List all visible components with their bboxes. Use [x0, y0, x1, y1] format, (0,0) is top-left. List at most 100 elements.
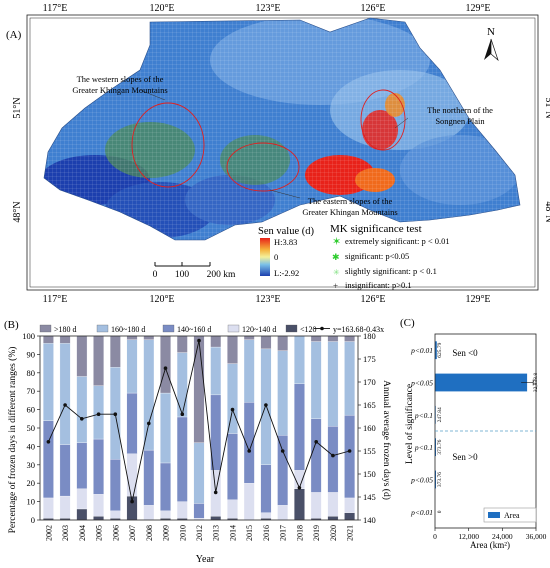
- legend-label: 160~180 d: [111, 325, 145, 334]
- line-point: [46, 440, 51, 444]
- x-tick-label: 2004: [78, 525, 87, 541]
- x-tick-label: 2019: [312, 525, 321, 541]
- bar-segment: [243, 483, 255, 521]
- bar-segment: [176, 335, 188, 353]
- y-tick-label: 50: [27, 423, 36, 433]
- y2-tick-label: 155: [363, 446, 376, 456]
- annotation-western-2: Greater Khingan Mountains: [72, 85, 167, 95]
- bar-segment: [310, 341, 322, 419]
- area-bar: [435, 341, 437, 360]
- legend-label: 140~160 d: [177, 325, 211, 334]
- y2-axis-label: Annual average frozen days (d): [381, 380, 392, 500]
- north-arrow-icon: N: [484, 26, 499, 62]
- mk-item: significant: p<0.05: [345, 251, 409, 261]
- eastern-slopes-circle: [226, 142, 300, 192]
- sen-legend-high: H:3.83: [274, 237, 297, 247]
- bar-segment: [126, 392, 138, 454]
- y-tick-label: 90: [27, 349, 36, 359]
- legend-label: >180 d: [54, 325, 77, 334]
- bar-segment: [59, 495, 71, 519]
- mk-legend-title: MK significance test: [330, 223, 422, 235]
- x-tick-label: 2014: [229, 525, 238, 541]
- panel-c-legend: Area: [483, 507, 537, 523]
- bar-segment: [59, 335, 71, 344]
- bar-segment: [227, 499, 238, 519]
- lat-tick: 48°N: [543, 201, 550, 222]
- bar-segment: [243, 335, 255, 340]
- annotation-northern-2: Songnen Plain: [435, 116, 485, 126]
- panel-b-label: (B): [4, 319, 19, 331]
- bar-segment: [260, 335, 272, 350]
- x-tick-label: 2007: [128, 525, 137, 541]
- bar-segment: [59, 343, 71, 445]
- insignificant-icon: +: [333, 281, 338, 291]
- x-tick-label: 2012: [195, 525, 204, 541]
- group-sen-negative: Sen <0: [452, 348, 478, 358]
- panel-c-y-axis-label: Level of significance: [404, 384, 415, 464]
- group-sen-positive: Sen >0: [452, 452, 478, 462]
- annotation-eastern-1: The eastern slopes of the: [308, 196, 393, 206]
- lon-ticks-bottom: 117°E 120°E 123°E 126°E 129°E: [43, 294, 491, 305]
- bar-segment: [43, 343, 54, 421]
- bar-segment: [143, 505, 155, 521]
- panel-b-axes: 0 10 20 30 40 50 60 70 80 90 100 140 145 150 155 160 165…: [22, 331, 376, 541]
- line-point: [347, 449, 352, 453]
- lon-tick: 126°E: [360, 294, 385, 305]
- x-tick-label: 12,000: [458, 532, 479, 541]
- bar-segment: [327, 335, 339, 342]
- line-point: [247, 449, 251, 453]
- bar-segment: [76, 376, 88, 443]
- legend-trend-label: y=163.68-0.43x: [333, 325, 384, 334]
- significance-tick-label: p<0.05: [410, 379, 433, 388]
- bar-segment: [76, 508, 88, 521]
- x-axis-label: Year: [196, 554, 215, 565]
- bar-segment: [76, 488, 88, 510]
- bar-segment: [93, 494, 104, 517]
- bar-segment: [227, 433, 238, 500]
- panel-a-label: (A): [6, 29, 22, 41]
- y-tick-label: 60: [27, 405, 36, 415]
- bar-value-label: 373.76: [437, 472, 443, 487]
- scale-label: 0: [153, 270, 158, 280]
- bar-segment: [227, 335, 238, 364]
- bar-segment: [126, 335, 138, 340]
- line-point: [180, 412, 185, 417]
- line-point: [147, 421, 151, 426]
- bar-segment: [260, 348, 272, 465]
- significance-tick-label: p<0.05: [410, 476, 433, 485]
- lon-ticks-top: 117°E 120°E 123°E 126°E 129°E: [43, 3, 491, 14]
- sen-colorbar: [260, 238, 270, 276]
- y-tick-label: 70: [27, 386, 36, 396]
- panel-b-line: [46, 338, 352, 504]
- bar-segment: [210, 346, 222, 396]
- bar-segment: [193, 335, 205, 443]
- x-tick-label: 24,000: [492, 532, 513, 541]
- bar-segment: [176, 416, 188, 502]
- bar-segment: [344, 512, 355, 521]
- bar-segment: [344, 335, 355, 342]
- x-tick-label: 2015: [245, 525, 254, 541]
- sen-legend: Sen value (d) H:3.83 0 L:-2.92: [258, 226, 314, 278]
- bar-segment: [143, 335, 155, 340]
- western-slopes-circle: [131, 102, 205, 188]
- bar-segment: [260, 464, 272, 513]
- lon-tick: 117°E: [43, 294, 68, 305]
- line-point: [197, 338, 201, 343]
- y-tick-label: 80: [27, 368, 36, 378]
- significance-tick-label: p<0.01: [410, 346, 433, 355]
- bar-segment: [294, 488, 305, 521]
- x-tick-label: 2013: [212, 525, 221, 541]
- bar-segment: [76, 335, 88, 377]
- legend-label: <120: [300, 325, 317, 334]
- lon-tick: 117°E: [43, 3, 68, 14]
- y-tick-label: 10: [27, 497, 36, 507]
- lon-tick: 129°E: [465, 3, 490, 14]
- bar-segment: [294, 335, 305, 384]
- x-tick-label: 2003: [61, 525, 70, 541]
- map-inner-frame: [29, 17, 536, 288]
- scale-label: 100: [175, 270, 190, 280]
- bar-value-label: 625.79: [437, 342, 443, 357]
- y-tick-label: 0: [31, 515, 35, 525]
- bar-segment: [160, 510, 171, 519]
- panel-c-label: (C): [400, 317, 415, 329]
